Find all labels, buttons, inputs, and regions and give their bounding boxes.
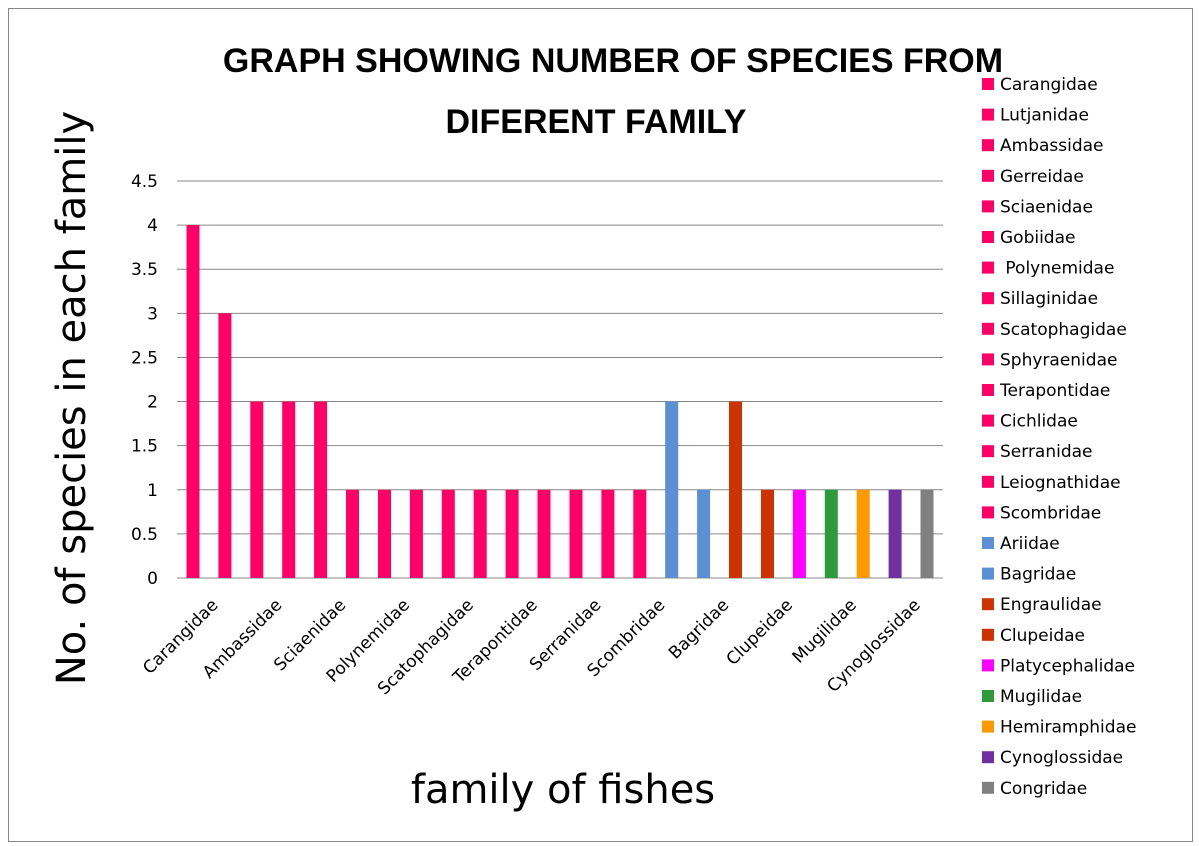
bar — [697, 489, 711, 578]
legend-swatch — [982, 384, 994, 396]
bar — [186, 225, 200, 578]
bar — [824, 489, 838, 578]
legend-swatch — [982, 78, 994, 90]
legend-label: Sciaenidae — [1000, 197, 1093, 217]
y-tick-label: 3 — [147, 304, 158, 324]
legend-label: Cichlidae — [1000, 412, 1078, 432]
y-tick-labels: 0 0.5 1 1.5 2 2.5 3 3.5 4 4.5 — [131, 172, 158, 589]
y-tick-label: 1 — [147, 481, 158, 501]
legend-label: Sillaginidae — [1000, 289, 1098, 309]
legend-label: Hemiramphidae — [1000, 718, 1136, 738]
chart-frame — [8, 8, 1193, 842]
bar — [473, 489, 487, 578]
legend: Carangidae Lutjanidae Ambassidae Gerreidae S… — [982, 75, 1136, 799]
legend-swatch — [982, 781, 994, 794]
bar — [729, 401, 742, 578]
x-tick-label: Clupeidae — [723, 595, 797, 669]
legend-swatch — [982, 475, 994, 488]
bar — [569, 489, 583, 578]
bar — [665, 401, 679, 578]
legend-label: Lutjanidae — [1000, 106, 1089, 126]
y-tick-label: 3.5 — [131, 260, 158, 280]
legend-swatch — [982, 414, 994, 427]
bar — [250, 401, 264, 578]
bar — [218, 313, 232, 578]
legend-swatch — [982, 537, 994, 549]
bar — [505, 489, 519, 578]
legend-swatch — [982, 506, 994, 519]
y-tick-label: 2.5 — [131, 348, 158, 368]
legend-label: Gerreidae — [1000, 167, 1084, 187]
y-tick-label: 0.5 — [131, 525, 158, 545]
legend-swatch — [982, 628, 994, 641]
legend-label: Polynemidae — [1000, 259, 1114, 279]
bar — [920, 489, 934, 578]
bar — [346, 489, 359, 578]
legend-swatch — [982, 108, 994, 121]
y-axis-title: No. of species in each family — [49, 111, 95, 685]
bar — [633, 489, 647, 578]
legend-swatch — [982, 200, 994, 213]
legend-label: Clupeidae — [1000, 626, 1085, 646]
legend-label: Platycephalidae — [1000, 656, 1135, 676]
bar — [601, 489, 615, 578]
legend-swatch — [982, 169, 994, 182]
legend-swatch — [982, 261, 994, 274]
legend-label: Terapontidae — [999, 381, 1110, 401]
legend-label: Ambassidae — [1000, 136, 1104, 156]
y-tick-label: 4.5 — [131, 172, 158, 192]
y-tick-label: 1.5 — [131, 437, 158, 457]
y-tick-label: 0 — [147, 569, 158, 589]
bar — [409, 489, 423, 578]
legend-swatch — [982, 353, 994, 366]
chart-title-line-1: GRAPH SHOWING NUMBER OF SPECIES FROM — [223, 42, 1003, 80]
gridlines — [177, 180, 943, 579]
bar — [792, 489, 806, 578]
x-tick-labels: CarangidaeAmbassidaeSciaenidaePolynemida… — [139, 595, 924, 699]
legend-swatch — [982, 445, 994, 458]
x-axis-title: family of fishes — [411, 767, 715, 813]
legend-label: Carangidae — [1000, 75, 1098, 95]
y-tick-label: 4 — [147, 216, 158, 236]
legend-swatch — [982, 690, 994, 702]
legend-label: Mugilidae — [1000, 687, 1082, 707]
legend-swatch — [982, 292, 994, 305]
legend-label: Scatophagidae — [1000, 320, 1127, 340]
bar — [856, 489, 870, 578]
legend-swatch — [982, 567, 994, 580]
legend-swatch — [982, 322, 994, 335]
legend-label: Congridae — [1000, 779, 1087, 799]
legend-label: Sphyraenidae — [1000, 350, 1117, 370]
legend-label: Ariidae — [1000, 534, 1060, 554]
legend-swatch — [982, 598, 994, 611]
legend-swatch — [982, 659, 994, 672]
legend-label: Cynoglossidae — [1000, 748, 1123, 768]
bar — [314, 401, 328, 578]
legend-label: Gobiidae — [1000, 228, 1075, 248]
legend-label: Scombridae — [1000, 503, 1101, 523]
bars — [186, 225, 934, 578]
bar — [761, 489, 774, 578]
legend-label: Bagridae — [1000, 565, 1076, 585]
legend-label: Serranidae — [1000, 442, 1093, 462]
legend-label: Engraulidae — [1000, 595, 1102, 615]
legend-label: Leiognathidae — [1000, 473, 1121, 493]
chart-title-line-2: DIFERENT FAMILY — [446, 103, 747, 141]
bar — [888, 489, 902, 578]
x-tick-label: Bagridae — [665, 595, 733, 663]
bar — [441, 489, 455, 578]
legend-swatch — [982, 139, 994, 152]
legend-swatch — [982, 751, 994, 764]
y-tick-label: 2 — [147, 393, 158, 413]
legend-swatch — [982, 720, 994, 733]
bar — [282, 401, 296, 578]
legend-swatch — [982, 231, 994, 243]
bar — [537, 489, 551, 578]
bar — [378, 489, 391, 578]
